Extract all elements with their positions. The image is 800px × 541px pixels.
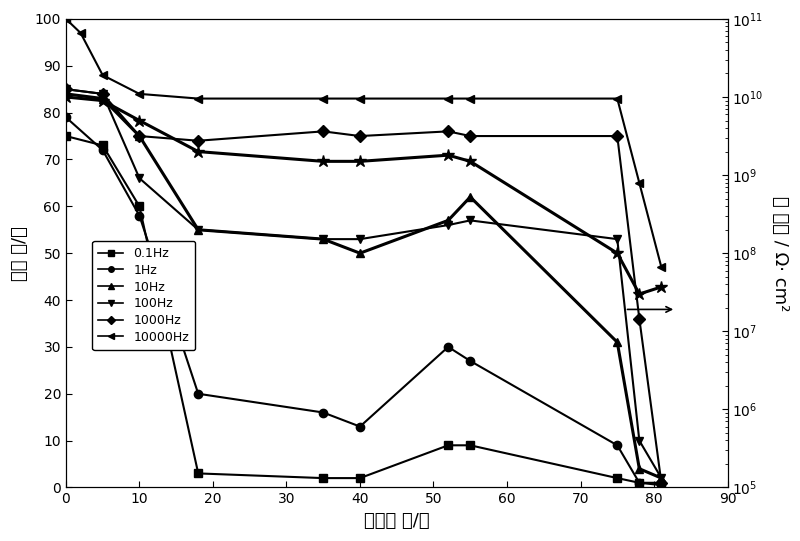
- Legend: 0.1Hz, 1Hz, 10Hz, 100Hz, 1000Hz, 10000Hz: 0.1Hz, 1Hz, 10Hz, 100Hz, 1000Hz, 10000Hz: [92, 241, 195, 350]
- Y-axis label: 阻 抗値 / Ω· cm²: 阻 抗値 / Ω· cm²: [771, 195, 789, 311]
- Y-axis label: 相位 角/度: 相位 角/度: [11, 226, 29, 281]
- X-axis label: 洸泡时 间/天: 洸泡时 间/天: [364, 512, 430, 530]
